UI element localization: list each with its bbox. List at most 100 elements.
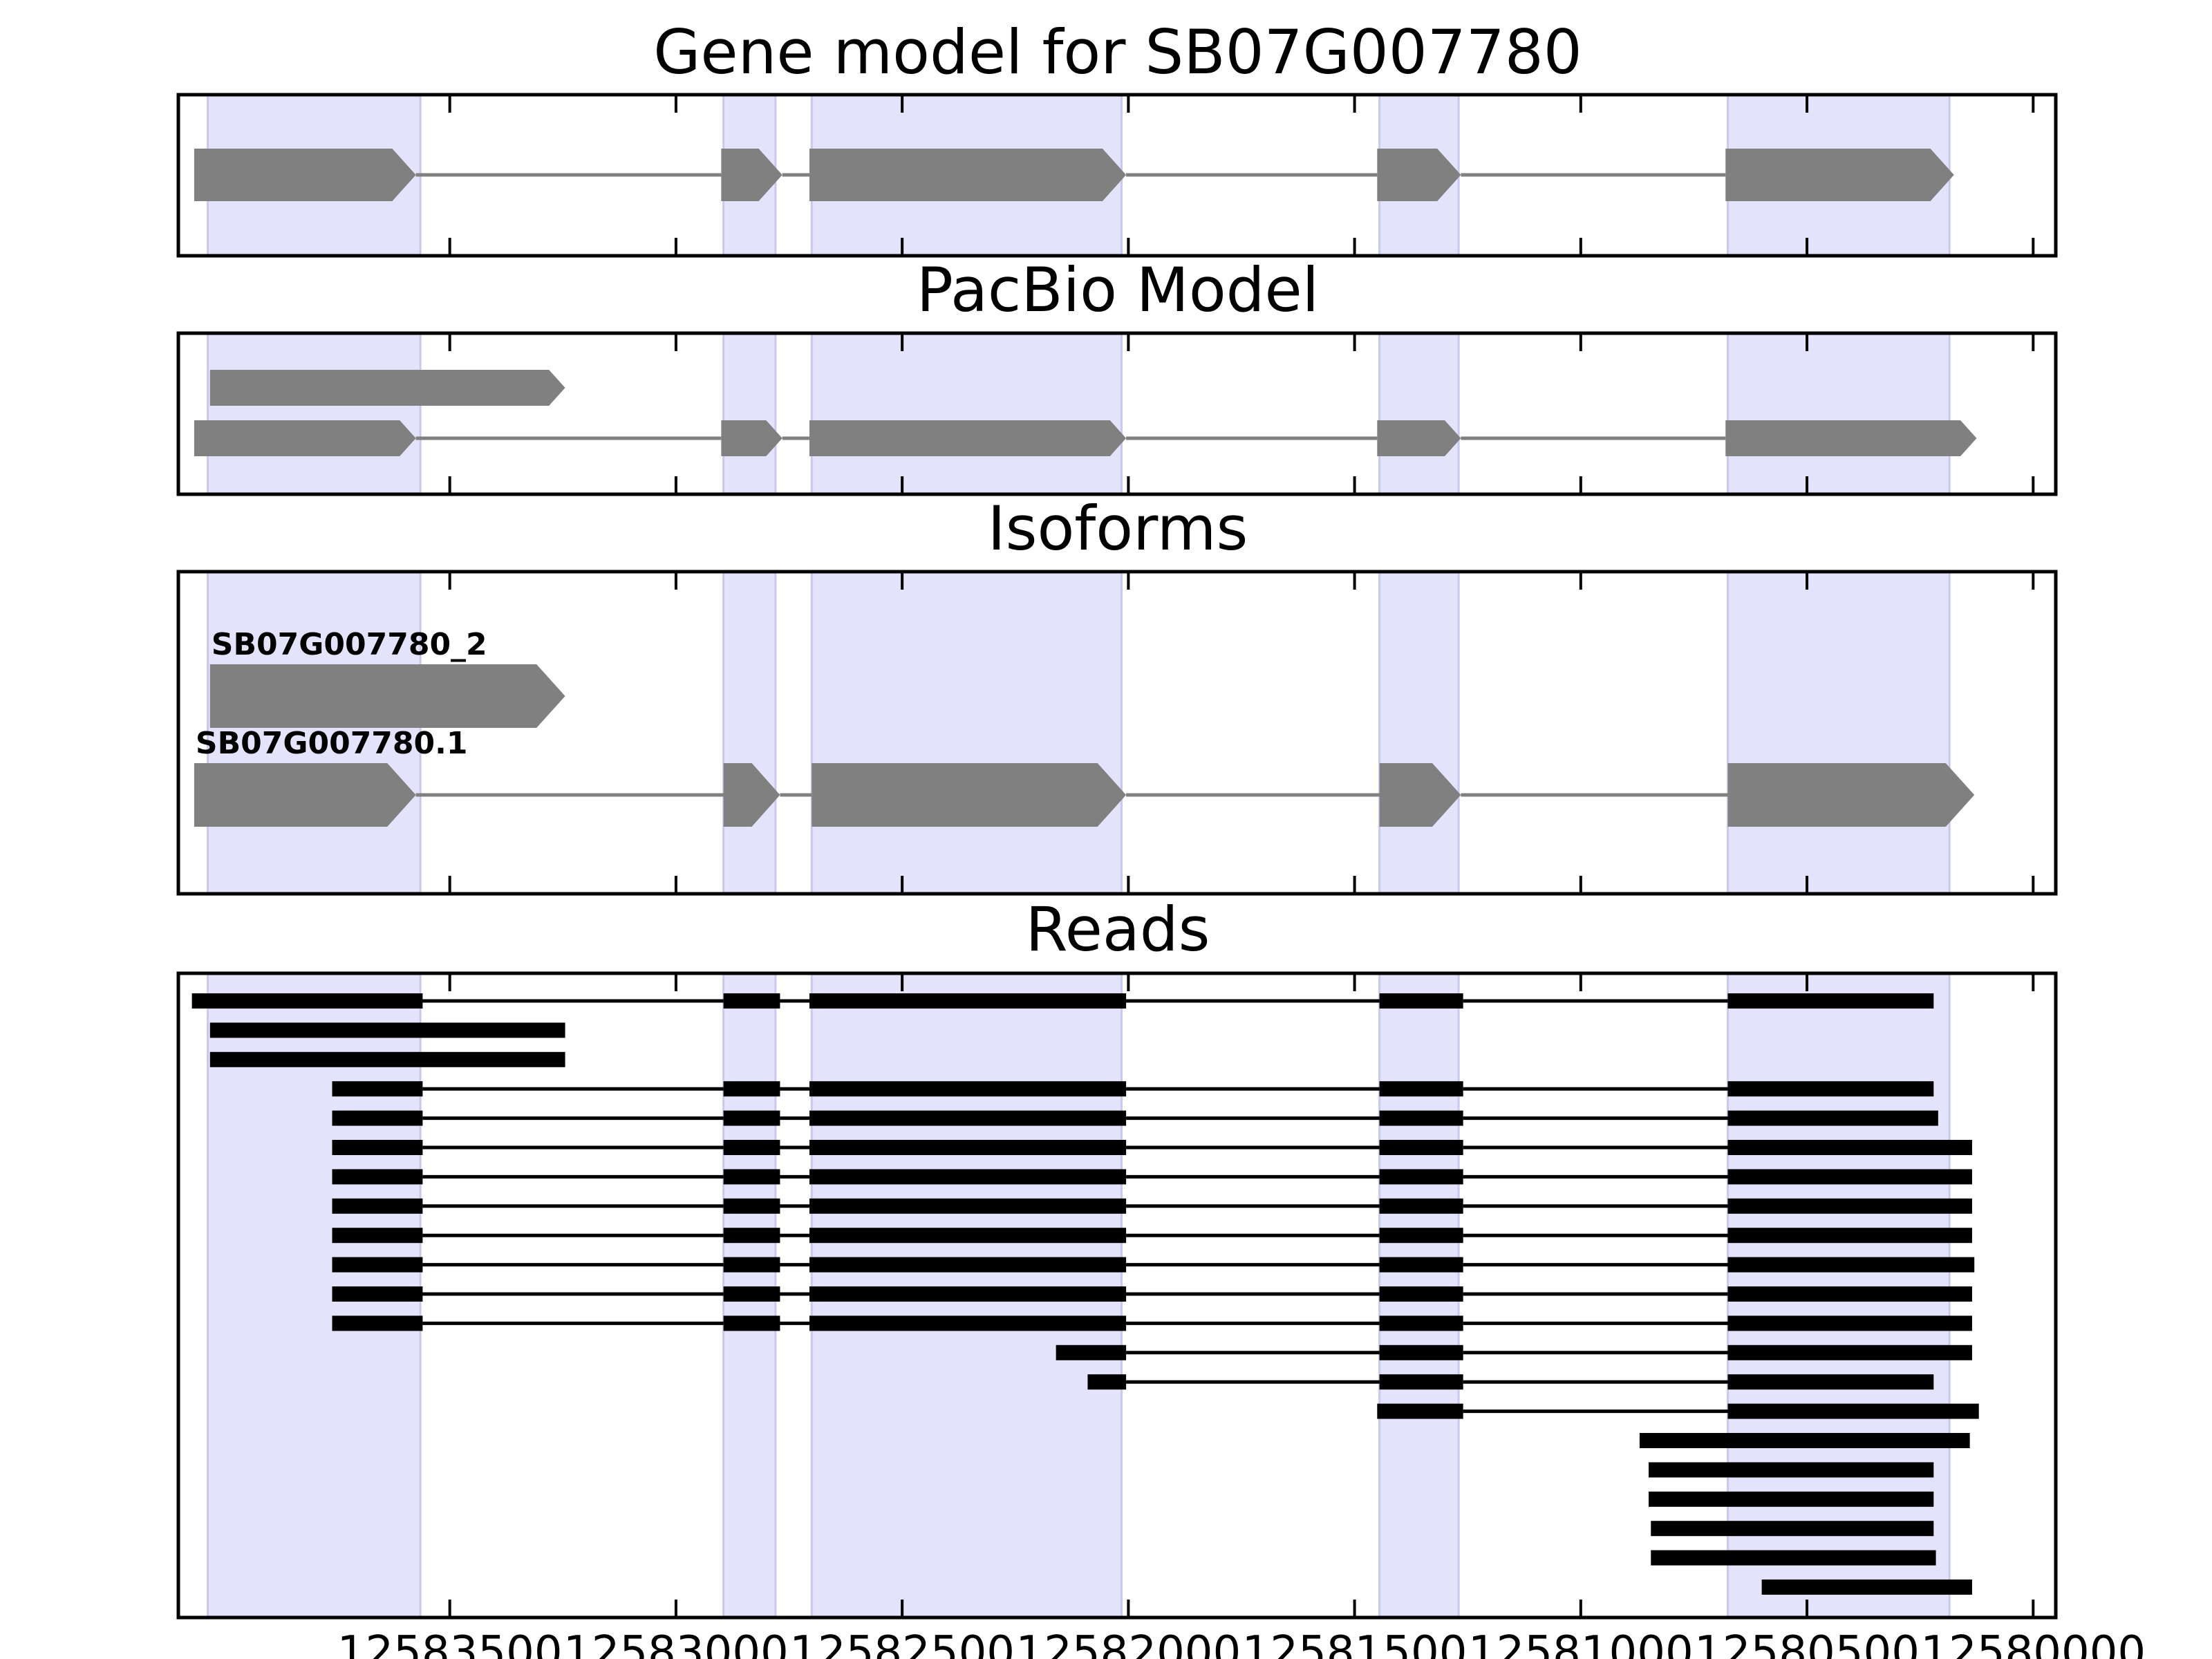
exon-shape	[1727, 763, 1975, 827]
read-segment	[723, 1198, 780, 1214]
read-segment	[809, 1140, 1127, 1155]
exon-highlight-region	[810, 570, 1123, 895]
reads-panel	[176, 971, 2058, 1620]
read-segment	[1651, 1550, 1936, 1566]
read-segment	[723, 1286, 780, 1302]
read-segment	[332, 1286, 423, 1302]
panel-title-isoforms: Isoforms	[988, 493, 1248, 564]
exon-shape	[1379, 763, 1461, 827]
read-segment	[809, 1228, 1127, 1244]
x-tick-label: 12581000	[1468, 1627, 1694, 1659]
read-segment	[332, 1169, 423, 1185]
panel-title-gene-model: Gene model for SB07G007780	[653, 17, 1582, 88]
read-segment	[1056, 1344, 1127, 1360]
isoforms-panel: SB07G007780_2 SB07G007780.1	[176, 570, 2058, 896]
read-segment	[723, 1081, 780, 1097]
read-segment	[1379, 1081, 1463, 1097]
exon-highlight-region	[207, 570, 422, 895]
exon-shape	[812, 763, 1127, 827]
read-segment	[723, 993, 780, 1009]
read-segment	[1727, 1110, 1938, 1126]
exon-shape	[809, 420, 1127, 456]
read-segment	[1727, 1169, 1972, 1185]
exon-shape	[209, 664, 565, 728]
exon-shape	[721, 420, 782, 456]
isoform-label: SB07G007780.1	[196, 726, 468, 761]
exon-highlight-region	[1727, 570, 1951, 895]
read-segment	[1379, 1228, 1463, 1244]
read-segment	[1727, 1198, 1972, 1214]
read-segment	[1379, 1344, 1463, 1360]
read-segment	[1727, 1344, 1972, 1360]
x-tick-label: 12581500	[1242, 1627, 1468, 1659]
panel-title-pacbio-model: PacBio Model	[917, 254, 1319, 326]
exon-highlight-region	[1378, 570, 1460, 895]
read-segment	[809, 1257, 1127, 1273]
panel-frame	[176, 331, 2058, 496]
read-segment	[1379, 1198, 1463, 1214]
exon-shape	[1725, 420, 1977, 456]
exon-highlight-region	[1727, 332, 1951, 496]
pacbio-model-panel	[176, 331, 2058, 496]
read-segment	[191, 993, 423, 1009]
read-segment	[1727, 1228, 1972, 1244]
read-segment	[1651, 1521, 1934, 1537]
read-segment	[723, 1315, 780, 1331]
read-segment	[1379, 1257, 1463, 1273]
read-segment	[1379, 1374, 1463, 1390]
read-segment	[1648, 1462, 1934, 1478]
read-segment	[332, 1140, 423, 1155]
read-segment	[1727, 1257, 1975, 1273]
panel-frame	[176, 93, 2058, 258]
exon-shape	[721, 149, 782, 201]
exon-highlight-region	[1378, 332, 1460, 496]
read-segment	[332, 1257, 423, 1273]
read-segment	[1727, 993, 1934, 1009]
read-segment	[1379, 1315, 1463, 1331]
read-segment	[809, 1315, 1127, 1331]
panel-frame	[176, 971, 2058, 1620]
read-segment	[1727, 1081, 1934, 1097]
read-segment	[809, 1286, 1127, 1302]
read-segment	[332, 1198, 423, 1214]
exon-highlight-region	[722, 332, 777, 496]
read-segment	[1727, 1403, 1979, 1419]
read-segment	[1727, 1286, 1972, 1302]
exon-highlight-region	[722, 570, 777, 895]
exon-highlight-region	[207, 332, 422, 496]
read-segment	[1379, 1286, 1463, 1302]
read-segment	[332, 1315, 423, 1331]
read-segment	[209, 1051, 565, 1067]
read-segment	[1727, 1374, 1934, 1390]
exon-shape	[1377, 149, 1461, 201]
x-tick-label: 12583500	[337, 1627, 563, 1659]
panel-frame	[176, 570, 2058, 896]
exon-shape	[194, 149, 416, 201]
read-segment	[1087, 1374, 1127, 1390]
read-segment	[809, 1198, 1127, 1214]
read-segment	[723, 1169, 780, 1185]
read-segment	[809, 1081, 1127, 1097]
read-segment	[1648, 1491, 1934, 1507]
read-segment	[723, 1140, 780, 1155]
x-tick-label: 12580000	[1920, 1627, 2146, 1659]
read-segment	[1377, 1403, 1463, 1419]
read-segment	[723, 1257, 780, 1273]
x-tick-label: 12582500	[789, 1627, 1015, 1659]
read-segment	[1379, 1110, 1463, 1126]
read-segment	[1639, 1433, 1970, 1448]
exon-shape	[209, 370, 565, 406]
exon-shape	[809, 149, 1127, 201]
read-segment	[809, 993, 1127, 1009]
exon-highlight-region	[810, 332, 1123, 496]
gene-model-panel	[176, 93, 2058, 258]
read-segment	[332, 1110, 423, 1126]
read-segment	[1379, 993, 1463, 1009]
read-segment	[723, 1110, 780, 1126]
exon-shape	[194, 763, 416, 827]
read-segment	[1761, 1580, 1972, 1595]
read-segment	[1727, 1140, 1972, 1155]
read-segment	[1379, 1169, 1463, 1185]
read-segment	[1727, 1315, 1972, 1331]
